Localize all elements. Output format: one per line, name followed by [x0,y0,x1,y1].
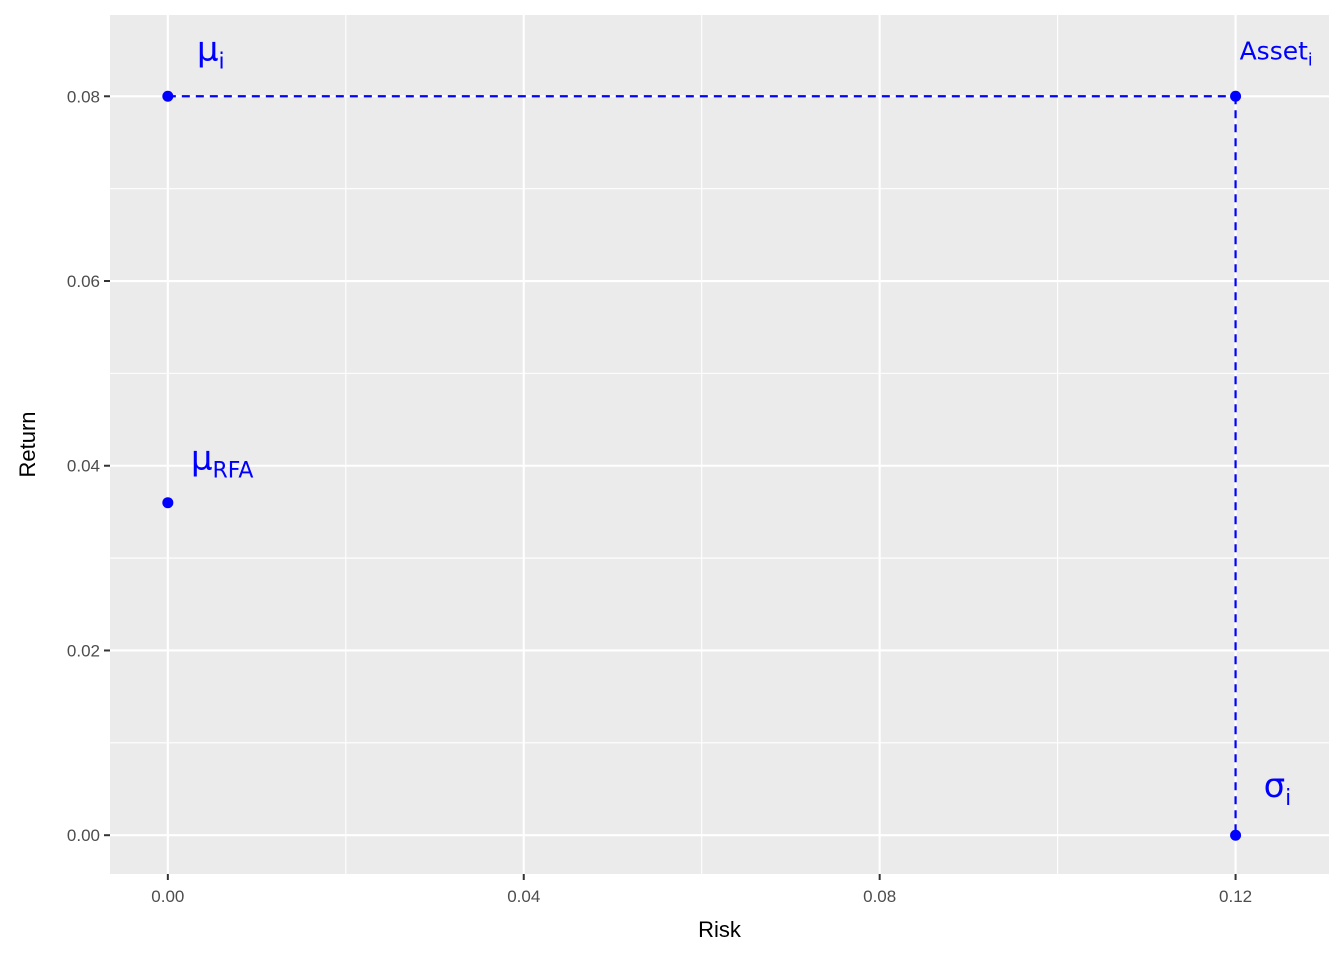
x-tick-label: 0.12 [1219,887,1252,906]
point-label: Asseti [1240,36,1313,70]
x-axis-title: Risk [698,917,742,942]
point-label: μRFA [191,439,254,484]
y-axis-title: Return [15,411,40,477]
y-tick-label: 0.04 [67,457,100,476]
point-label: μi [197,29,225,74]
x-tick-label: 0.00 [151,887,184,906]
data-point [1230,90,1242,102]
point-labels: μi μRFA Asseti σi [191,29,1313,811]
y-tick-label: 0.00 [67,826,100,845]
plot-panel [110,15,1329,874]
x-tick-label: 0.08 [863,887,896,906]
data-point [1230,829,1242,841]
data-point [162,90,174,102]
data-point [162,497,174,509]
y-axis-ticks: 0.00 0.02 0.04 0.06 0.08 [67,87,110,845]
dashed-lines [167,95,1237,836]
y-tick-label: 0.02 [67,641,100,660]
y-tick-label: 0.08 [67,87,100,106]
data-points [162,90,1242,841]
point-label: σi [1264,766,1292,811]
y-tick-label: 0.06 [67,272,100,291]
x-tick-label: 0.04 [507,887,540,906]
x-axis-ticks: 0.00 0.04 0.08 0.12 [151,874,1252,906]
minor-gridlines [110,15,1329,874]
